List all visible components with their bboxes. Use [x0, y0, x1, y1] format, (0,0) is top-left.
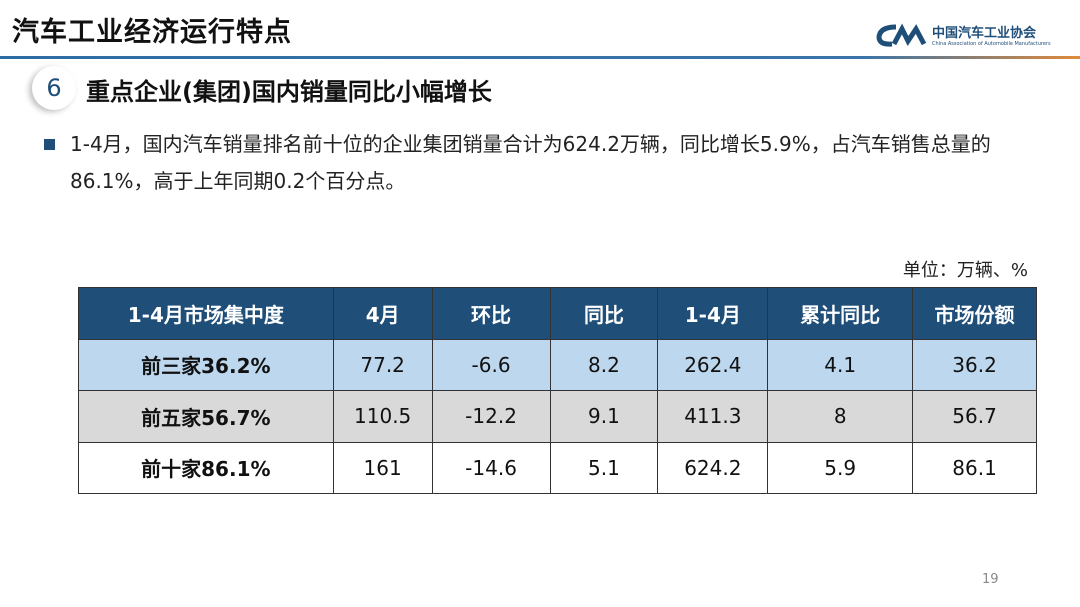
header-cell: 1-4月	[657, 287, 769, 340]
header-cell: 4月	[332, 287, 433, 340]
page-title: 汽车工业经济运行特点	[12, 17, 292, 48]
cam-logo-icon	[876, 23, 927, 47]
table-cell: 5.9	[767, 441, 914, 494]
table-cell: 161	[332, 441, 433, 494]
table-cell: 86.1	[912, 441, 1037, 494]
logo: 中国汽车工业协会 China Association of Automobile…	[876, 22, 1051, 47]
table-cell: 4.1	[767, 338, 914, 391]
header-divider	[0, 56, 1080, 59]
row-label: 前五家56.7%	[78, 390, 334, 443]
table-cell: 5.1	[549, 441, 659, 494]
header-cell: 同比	[549, 287, 659, 340]
bullet-square-icon	[44, 139, 55, 150]
table-cell: -6.6	[431, 338, 551, 391]
table-cell: 56.7	[912, 390, 1037, 443]
logo-cn-text: 中国汽车工业协会	[932, 26, 1037, 41]
table-row: 前五家56.7% 110.5 -12.2 9.1 411.3 8 56.7	[78, 390, 1037, 443]
row-label: 前十家86.1%	[78, 441, 334, 494]
table-cell: 36.2	[912, 338, 1037, 391]
table-header-row: 1-4月市场集中度 4月 环比 同比 1-4月 累计同比 市场份额	[78, 287, 1037, 340]
table-row: 前三家36.2% 77.2 -6.6 8.2 262.4 4.1 36.2	[78, 338, 1037, 391]
header-cell: 环比	[431, 287, 551, 340]
table-cell: 411.3	[657, 390, 769, 443]
header-cell: 累计同比	[767, 287, 914, 340]
row-label: 前三家36.2%	[78, 338, 334, 391]
table-cell: 8	[767, 390, 914, 443]
section-title: 重点企业(集团)国内销量同比小幅增长	[86, 78, 492, 106]
table-cell: 624.2	[657, 441, 769, 494]
logo-en-text: China Association of Automobile Manufact…	[932, 41, 1051, 47]
concentration-table: 1-4月市场集中度 4月 环比 同比 1-4月 累计同比 市场份额 前三家36.…	[78, 287, 1037, 494]
page-number: 19	[982, 572, 999, 587]
summary-paragraph: 1-4月，国内汽车销量排名前十位的企业集团销量合计为624.2万辆，同比增长5.…	[70, 132, 991, 193]
table-cell: 9.1	[549, 390, 659, 443]
table-cell: 262.4	[657, 338, 769, 391]
section-number: 6	[32, 66, 76, 110]
unit-label: 单位：万辆、%	[902, 260, 1028, 281]
header-cell: 市场份额	[912, 287, 1037, 340]
table-cell: 110.5	[332, 390, 433, 443]
table-cell: 8.2	[549, 338, 659, 391]
table-row: 前十家86.1% 161 -14.6 5.1 624.2 5.9 86.1	[78, 441, 1037, 494]
table-cell: -14.6	[431, 441, 551, 494]
table-cell: 77.2	[332, 338, 433, 391]
table-cell: -12.2	[431, 390, 551, 443]
header-cell: 1-4月市场集中度	[78, 287, 334, 340]
